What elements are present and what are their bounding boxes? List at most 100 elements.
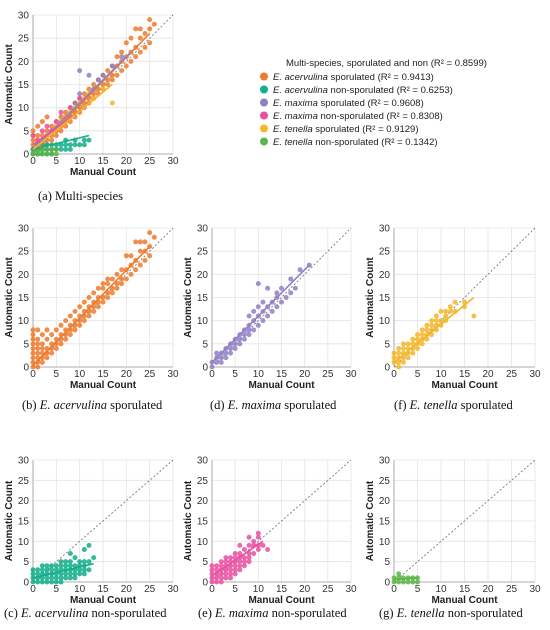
data-point (241, 546, 247, 552)
data-point (44, 151, 50, 157)
data-point (86, 542, 92, 548)
data-point (137, 49, 143, 55)
data-point (105, 276, 111, 282)
data-point (447, 308, 453, 314)
caption-label: (d) (210, 398, 228, 412)
data-point (396, 350, 402, 356)
caption-label: (g) (379, 606, 397, 620)
y-tick-label: 10 (18, 103, 30, 114)
x-tick-label: 0 (391, 369, 397, 380)
x-tick-label: 30 (345, 584, 357, 595)
data-point (30, 350, 36, 356)
data-point (279, 285, 284, 291)
data-point (147, 17, 153, 23)
y-tick-label: 30 (18, 11, 30, 22)
y-tick-label: 20 (197, 270, 209, 281)
panel-caption: (c) E. acervulina non-sporulated (4, 606, 167, 620)
y-tick-label: 5 (23, 126, 29, 137)
data-point (246, 327, 252, 333)
y-tick-label: 20 (379, 270, 391, 281)
data-point (30, 341, 36, 347)
data-point (58, 563, 64, 569)
data-point (471, 313, 477, 319)
legend-marker (260, 98, 268, 107)
y-tick-label: 15 (18, 80, 30, 91)
data-point (105, 82, 111, 87)
x-tick-label: 25 (506, 369, 518, 380)
data-point (119, 49, 125, 55)
data-point (228, 345, 234, 351)
data-point (415, 332, 420, 338)
data-point (228, 575, 234, 581)
data-point (58, 146, 64, 152)
data-point (228, 571, 234, 577)
data-point (63, 563, 69, 569)
data-point (255, 546, 261, 552)
data-point (433, 313, 439, 319)
y-tick-label: 30 (197, 456, 209, 467)
data-point (232, 345, 238, 351)
data-point (265, 285, 271, 291)
x-tick-label: 20 (299, 369, 311, 380)
data-point (86, 313, 92, 319)
data-point (241, 332, 247, 338)
data-point (119, 68, 125, 74)
data-point (95, 285, 101, 291)
y-tick-label: 0 (384, 363, 390, 374)
data-point (419, 332, 425, 338)
data-point (405, 355, 411, 361)
legend-label: sporulated (R² = 0.9413) (328, 72, 434, 83)
data-point (410, 350, 416, 356)
caption-species: E. tenella (409, 398, 458, 412)
data-point (58, 559, 64, 565)
data-point (232, 551, 238, 557)
data-point (44, 563, 50, 569)
data-point (63, 575, 69, 581)
x-tick-label: 10 (253, 369, 265, 380)
data-point (30, 579, 36, 585)
data-point (137, 262, 143, 268)
data-point (241, 336, 247, 342)
data-point (237, 567, 243, 573)
data-point (255, 322, 261, 328)
data-point (119, 267, 125, 273)
x-tick-label: 10 (74, 584, 86, 595)
caption-label: (a) (38, 189, 55, 203)
data-point (39, 119, 45, 125)
y-axis-title: Automatic Count (183, 257, 194, 338)
data-point (288, 276, 294, 282)
y-tick-label: 15 (197, 293, 209, 304)
data-point (100, 281, 106, 287)
data-point (237, 551, 243, 557)
panel-caption: (g) E. tenella non-sporulated (379, 606, 523, 620)
panel-caption: (f) E. tenella sporulated (394, 398, 513, 412)
data-point (72, 308, 78, 314)
data-point (400, 345, 406, 351)
data-point (77, 571, 83, 577)
x-tick-label: 25 (322, 369, 334, 380)
data-point (81, 571, 87, 577)
data-point (396, 345, 402, 351)
y-tick-label: 25 (197, 247, 209, 258)
data-point (415, 345, 420, 351)
data-point (63, 109, 69, 115)
data-point (44, 114, 50, 120)
data-point (128, 271, 134, 277)
x-axis-title: Manual Count (70, 595, 137, 606)
data-point (72, 327, 78, 333)
x-tick-label: 0 (209, 369, 215, 380)
x-tick-label: 0 (30, 584, 36, 595)
data-point (119, 276, 125, 282)
identity-line (393, 459, 536, 583)
legend-label: non-sporulated (R² = 0.6253) (328, 85, 453, 96)
y-tick-label: 5 (384, 339, 390, 350)
data-point (147, 230, 153, 236)
caption-text: non-sporulated (445, 606, 524, 620)
data-point (81, 91, 87, 97)
data-point (63, 571, 69, 577)
data-point (237, 563, 243, 569)
x-tick-label: 15 (276, 369, 288, 380)
x-tick-label: 5 (415, 584, 421, 595)
data-point (72, 100, 78, 106)
data-point (232, 567, 238, 573)
